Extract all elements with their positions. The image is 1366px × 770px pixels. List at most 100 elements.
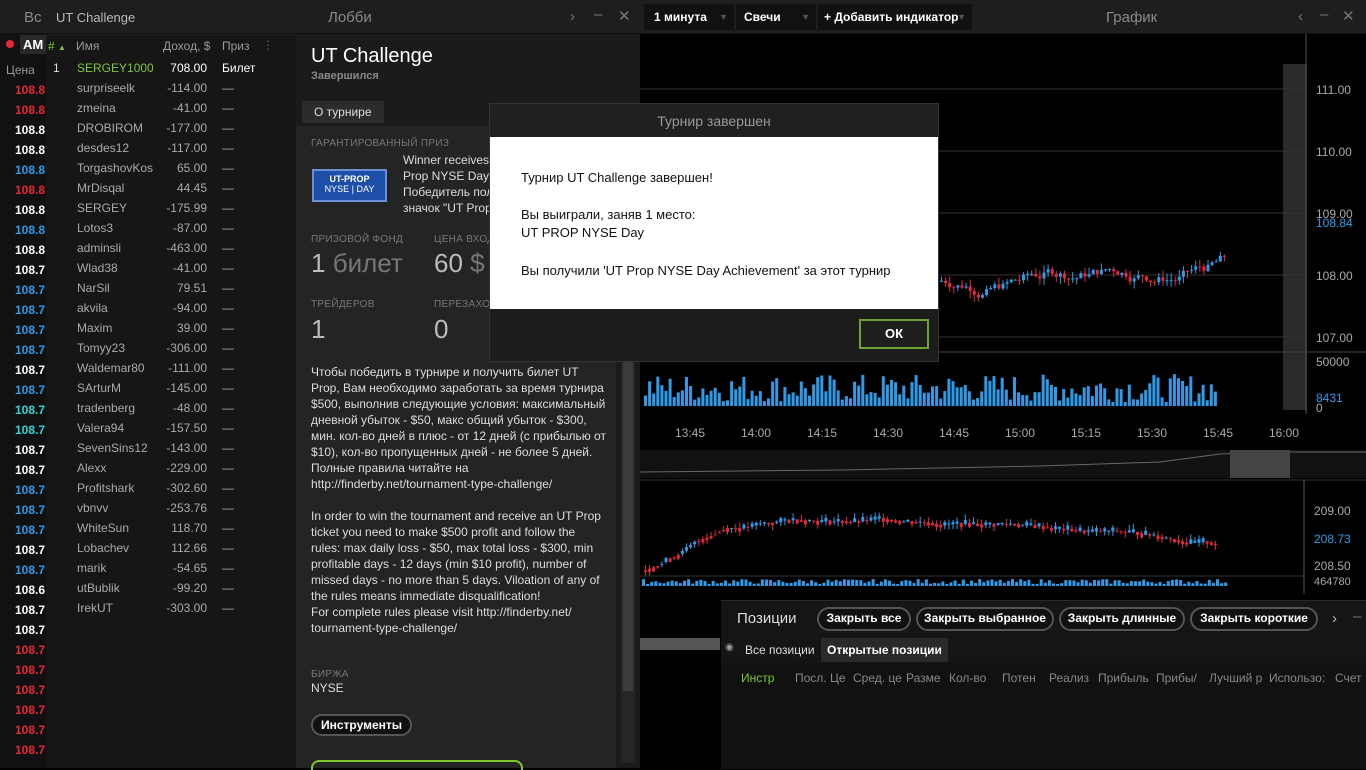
price-level[interactable]: 108.7 [15, 423, 46, 437]
player-row[interactable]: IrekUT -303.00 — [46, 598, 296, 618]
minimize-icon[interactable]: – [1353, 608, 1362, 625]
player-row[interactable]: Tomyy23 -306.00 — [46, 338, 296, 358]
col-name-header[interactable]: Имя [76, 39, 100, 53]
player-row[interactable]: surpriseelk -114.00 — [46, 78, 296, 98]
settings-icon[interactable]: ◉ [725, 642, 734, 653]
positions-column-header[interactable]: Посл. Це [795, 671, 846, 685]
add-indicator-button[interactable]: + Добавить индикатор ▼ [818, 4, 972, 30]
scrollbar-thumb[interactable] [623, 351, 633, 691]
player-row[interactable]: adminsli -463.00 — [46, 238, 296, 258]
player-row[interactable]: SERGEY -175.99 — [46, 198, 296, 218]
player-row[interactable]: Lobachev 112.66 — [46, 538, 296, 558]
positions-column-header[interactable]: Прибыль [1098, 671, 1149, 685]
price-level[interactable]: 108.8 [15, 103, 46, 117]
player-row[interactable]: akvila -94.00 — [46, 298, 296, 318]
col-income-header[interactable]: Доход, $ [163, 39, 211, 53]
price-level[interactable]: 108.7 [15, 483, 46, 497]
player-row[interactable]: Lotos3 -87.00 — [46, 218, 296, 238]
price-level[interactable]: 108.8 [15, 223, 46, 237]
col-prize-header[interactable]: Приз [222, 39, 250, 53]
player-row[interactable]: Valera94 -157.50 — [46, 418, 296, 438]
player-row[interactable]: NarSil 79.51 — [46, 278, 296, 298]
player-row[interactable]: DROBIROM -177.00 — [46, 118, 296, 138]
close-selected-button[interactable]: Закрыть выбранное [916, 607, 1054, 631]
close-short-button[interactable]: Закрыть короткие [1190, 607, 1318, 631]
record-icon[interactable] [6, 40, 14, 48]
price-level[interactable]: 108.7 [15, 503, 46, 517]
price-level[interactable]: 108.7 [15, 403, 46, 417]
positions-column-header[interactable]: Разме [906, 671, 941, 685]
price-level[interactable]: 108.8 [15, 123, 46, 137]
price-level[interactable]: 108.7 [15, 683, 46, 697]
positions-column-header[interactable]: Счет [1335, 671, 1362, 685]
price-level[interactable]: 108.8 [15, 143, 46, 157]
player-row[interactable]: Maxim 39.00 — [46, 318, 296, 338]
price-level[interactable]: 108.7 [15, 743, 46, 757]
price-level[interactable]: 108.7 [15, 643, 46, 657]
price-level[interactable]: 108.7 [15, 303, 46, 317]
col-rank-header[interactable]: # ▲ [48, 39, 66, 53]
player-row[interactable]: vbnvv -253.76 — [46, 498, 296, 518]
price-level[interactable]: 108.7 [15, 363, 46, 377]
positions-column-header[interactable]: Реализ [1049, 671, 1090, 685]
player-row[interactable]: SArturM -145.00 — [46, 378, 296, 398]
price-level[interactable]: 108.7 [15, 623, 46, 637]
minimize-icon[interactable]: – [594, 6, 603, 23]
register-button[interactable] [311, 760, 523, 770]
player-row[interactable]: desdes12 -117.00 — [46, 138, 296, 158]
tab-open-positions[interactable]: Открытые позиции [821, 638, 948, 662]
price-level[interactable]: 108.8 [15, 163, 46, 177]
price-level[interactable]: 108.7 [15, 323, 46, 337]
column-menu-icon[interactable]: ⋮ [262, 38, 274, 52]
close-icon[interactable]: ✕ [1342, 8, 1355, 25]
price-level[interactable]: 108.7 [15, 703, 46, 717]
price-level[interactable]: 108.7 [15, 283, 46, 297]
positions-column-header[interactable]: Использо: [1269, 671, 1326, 685]
price-level[interactable]: 108.7 [15, 463, 46, 477]
price-level[interactable]: 108.8 [15, 183, 46, 197]
price-level[interactable]: 108.7 [15, 603, 46, 617]
price-level[interactable]: 108.7 [15, 723, 46, 737]
price-level[interactable]: 108.7 [15, 383, 46, 397]
positions-column-header[interactable]: Потен [1002, 671, 1036, 685]
tab-am[interactable]: АМ [20, 35, 47, 54]
player-row[interactable]: marik -54.65 — [46, 558, 296, 578]
positions-column-header[interactable]: Сред. це [853, 671, 902, 685]
player-row[interactable]: zmeina -41.00 — [46, 98, 296, 118]
player-row[interactable]: Profitshark -302.60 — [46, 478, 296, 498]
price-level[interactable]: 108.7 [15, 663, 46, 677]
player-row[interactable]: WhiteSun 118.70 — [46, 518, 296, 538]
price-level[interactable]: 108.6 [15, 583, 46, 597]
positions-column-header[interactable]: Лучший р [1209, 671, 1263, 685]
price-level[interactable]: 108.7 [15, 263, 46, 277]
ok-button[interactable]: ОК [859, 319, 929, 349]
positions-column-header[interactable]: Кол-во [949, 671, 987, 685]
chevron-right-icon[interactable]: › [1332, 610, 1337, 627]
instruments-button[interactable]: Инструменты [311, 714, 412, 736]
chart-type-select[interactable]: Свечи ▼ [736, 4, 816, 30]
chevron-left-icon[interactable]: ‹ [1298, 8, 1303, 25]
player-row[interactable]: utBublik -99.20 — [46, 578, 296, 598]
player-row[interactable]: 1 SERGEY1000 708.00 Билет [46, 58, 296, 78]
positions-column-header[interactable]: Прибы/ [1156, 671, 1197, 685]
minimize-icon[interactable]: – [1320, 6, 1329, 23]
player-row[interactable]: Alexx -229.00 — [46, 458, 296, 478]
price-level[interactable]: 108.7 [15, 523, 46, 537]
player-row[interactable]: Wlad38 -41.00 — [46, 258, 296, 278]
price-level[interactable]: 108.8 [15, 203, 46, 217]
player-row[interactable]: TorgashovKos 65.00 — [46, 158, 296, 178]
player-row[interactable]: SevenSins12 -143.00 — [46, 438, 296, 458]
player-row[interactable]: MrDisqal 44.45 — [46, 178, 296, 198]
lobby-tab-name[interactable]: UT Challenge [56, 10, 136, 25]
player-row[interactable]: Waldemar80 -111.00 — [46, 358, 296, 378]
tab-about[interactable]: О турнире [302, 101, 384, 123]
close-long-button[interactable]: Закрыть длинные [1059, 607, 1185, 631]
player-row[interactable]: tradenberg -48.00 — [46, 398, 296, 418]
positions-column-header[interactable]: Инстр [741, 671, 775, 685]
chevron-right-icon[interactable]: › [570, 8, 575, 25]
close-all-button[interactable]: Закрыть все [817, 607, 911, 631]
tab-all-positions[interactable]: Все позиции [745, 643, 815, 657]
price-level[interactable]: 108.7 [15, 543, 46, 557]
price-level[interactable]: 108.8 [15, 243, 46, 257]
price-level[interactable]: 108.8 [15, 83, 46, 97]
